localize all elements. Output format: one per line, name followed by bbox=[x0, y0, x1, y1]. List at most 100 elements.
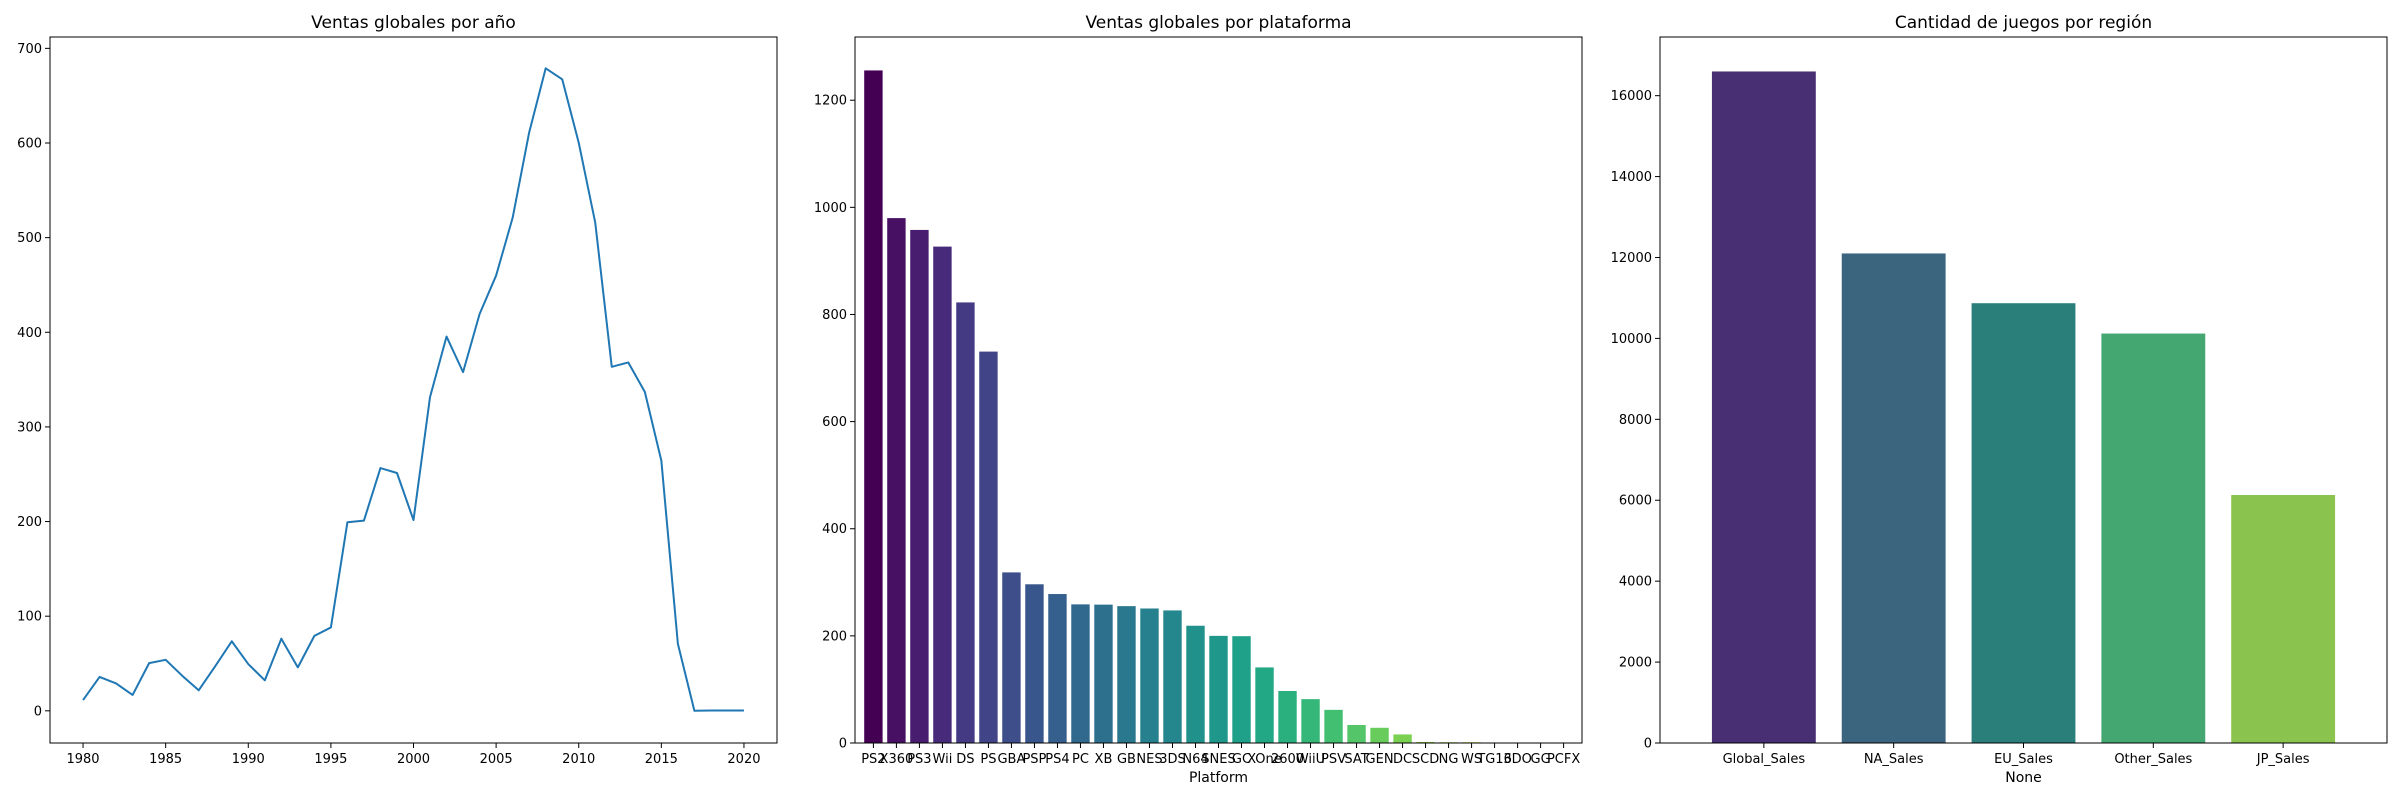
y-tick-label: 300 bbox=[17, 420, 42, 435]
x-axis-label: Platform bbox=[1189, 770, 1248, 786]
bar bbox=[1324, 709, 1343, 743]
x-tick-label: PC bbox=[1072, 752, 1089, 767]
bar bbox=[910, 229, 929, 743]
y-tick-label: 1200 bbox=[814, 94, 847, 109]
x-tick-label: SAT bbox=[1344, 752, 1368, 767]
x-tick-label: EU_Sales bbox=[1994, 752, 2053, 767]
x-tick-label: Global_Sales bbox=[1723, 752, 1806, 767]
x-tick-label: Wii bbox=[933, 752, 953, 767]
x-tick-label: WS bbox=[1461, 752, 1482, 767]
x-tick-label: 2010 bbox=[562, 752, 595, 767]
bar bbox=[1971, 303, 2076, 743]
x-tick-label: PS2 bbox=[861, 752, 885, 767]
y-tick-label: 600 bbox=[822, 415, 847, 430]
x-axis-label: None bbox=[2005, 770, 2042, 786]
x-tick-label: TG16 bbox=[1476, 752, 1512, 767]
x-tick-label: 1980 bbox=[66, 752, 99, 767]
axes-frame bbox=[1659, 36, 2388, 744]
platform-bar-chart-panel: Ventas globales por plataforma 0 200 400 600… bbox=[814, 13, 1583, 786]
line-chart-panel: Ventas globales por año 0 100 200 300 400 500 6… bbox=[17, 13, 778, 767]
y-tick-label: 700 bbox=[17, 42, 42, 57]
bar bbox=[1393, 734, 1412, 743]
x-tick-label: GG bbox=[1531, 752, 1551, 767]
bar bbox=[2101, 333, 2206, 743]
x-tick-label: N64 bbox=[1182, 752, 1208, 767]
x-tick-label: 1995 bbox=[314, 752, 347, 767]
x-tick-label: XB bbox=[1095, 752, 1113, 767]
bar bbox=[887, 218, 906, 743]
y-tick-label: 4000 bbox=[1619, 575, 1652, 590]
y-tick-label: 8000 bbox=[1619, 413, 1652, 428]
x-tick-label: Other_Sales bbox=[2114, 752, 2192, 767]
y-tick-label: 0 bbox=[839, 737, 847, 752]
bar bbox=[1347, 725, 1366, 743]
bar bbox=[1232, 636, 1251, 743]
y-tick-label: 400 bbox=[822, 522, 847, 537]
y-tick-label: 800 bbox=[822, 308, 847, 323]
bar bbox=[1255, 667, 1274, 743]
x-tick-label: PSP bbox=[1022, 752, 1046, 767]
bar bbox=[1186, 625, 1205, 743]
y-tick-label: 0 bbox=[34, 704, 42, 719]
bar bbox=[1711, 71, 1816, 744]
x-tick-label: 2600 bbox=[1271, 752, 1304, 767]
bar bbox=[864, 70, 883, 744]
y-tick-label: 10000 bbox=[1611, 332, 1652, 347]
bar bbox=[1025, 584, 1044, 743]
y-tick-label: 600 bbox=[17, 136, 42, 151]
bar bbox=[1002, 572, 1021, 743]
axes-frame bbox=[49, 36, 778, 744]
chart-title: Ventas globales por año bbox=[311, 13, 516, 33]
bar bbox=[1209, 635, 1228, 743]
x-tick-label: 1985 bbox=[149, 752, 182, 767]
x-tick-label: PSV bbox=[1321, 752, 1346, 767]
x-tick-label: DC bbox=[1393, 752, 1412, 767]
x-tick-label: GEN bbox=[1366, 752, 1394, 767]
x-tick-label: PS bbox=[980, 752, 996, 767]
x-tick-label: 1990 bbox=[232, 752, 265, 767]
y-tick-label: 200 bbox=[822, 629, 847, 644]
x-tick-label: 2000 bbox=[397, 752, 430, 767]
x-tick-label: PS4 bbox=[1045, 752, 1069, 767]
y-tick-label: 100 bbox=[17, 610, 42, 625]
bar bbox=[933, 246, 952, 743]
bar bbox=[1278, 690, 1297, 743]
bar bbox=[1163, 610, 1182, 743]
x-tick-label: PS3 bbox=[907, 752, 931, 767]
x-tick-label: SNES bbox=[1201, 752, 1235, 767]
bar bbox=[1071, 604, 1090, 743]
y-tick-label: 16000 bbox=[1611, 89, 1652, 104]
y-tick-label: 400 bbox=[17, 326, 42, 341]
x-tick-label: XOne bbox=[1247, 752, 1282, 767]
x-tick-label: PCFX bbox=[1547, 752, 1580, 767]
y-tick-label: 0 bbox=[1644, 737, 1652, 752]
x-tick-label: SCD bbox=[1412, 752, 1439, 767]
bar bbox=[1370, 727, 1389, 743]
bar bbox=[1094, 604, 1113, 743]
x-tick-label: WiiU bbox=[1296, 752, 1325, 767]
chart-title: Ventas globales por plataforma bbox=[1085, 13, 1351, 33]
bar bbox=[2231, 494, 2336, 743]
bar bbox=[1301, 699, 1320, 743]
x-tick-label: NG bbox=[1439, 752, 1459, 767]
x-tick-label: GC bbox=[1232, 752, 1251, 767]
bar bbox=[979, 351, 998, 743]
y-tick-label: 200 bbox=[17, 515, 42, 530]
axes-frame bbox=[854, 36, 1583, 744]
bar bbox=[1048, 594, 1067, 743]
x-tick-label: X360 bbox=[880, 752, 914, 767]
y-tick-label: 500 bbox=[17, 231, 42, 246]
x-tick-label: GB bbox=[1117, 752, 1136, 767]
y-tick-label: 14000 bbox=[1611, 170, 1652, 185]
x-tick-label: 3DO bbox=[1503, 752, 1532, 767]
bar bbox=[1117, 606, 1136, 743]
sales-by-year-line bbox=[82, 67, 744, 712]
bar bbox=[956, 302, 975, 743]
bar bbox=[1416, 741, 1435, 743]
x-tick-label: DS bbox=[956, 752, 974, 767]
region-bar-chart-panel: Cantidad de juegos por región 0 2000 4000 60… bbox=[1611, 13, 2388, 786]
bar bbox=[1841, 253, 1946, 743]
x-tick-label: 2005 bbox=[480, 752, 513, 767]
bar bbox=[1140, 608, 1159, 743]
x-tick-label: NES bbox=[1136, 752, 1162, 767]
